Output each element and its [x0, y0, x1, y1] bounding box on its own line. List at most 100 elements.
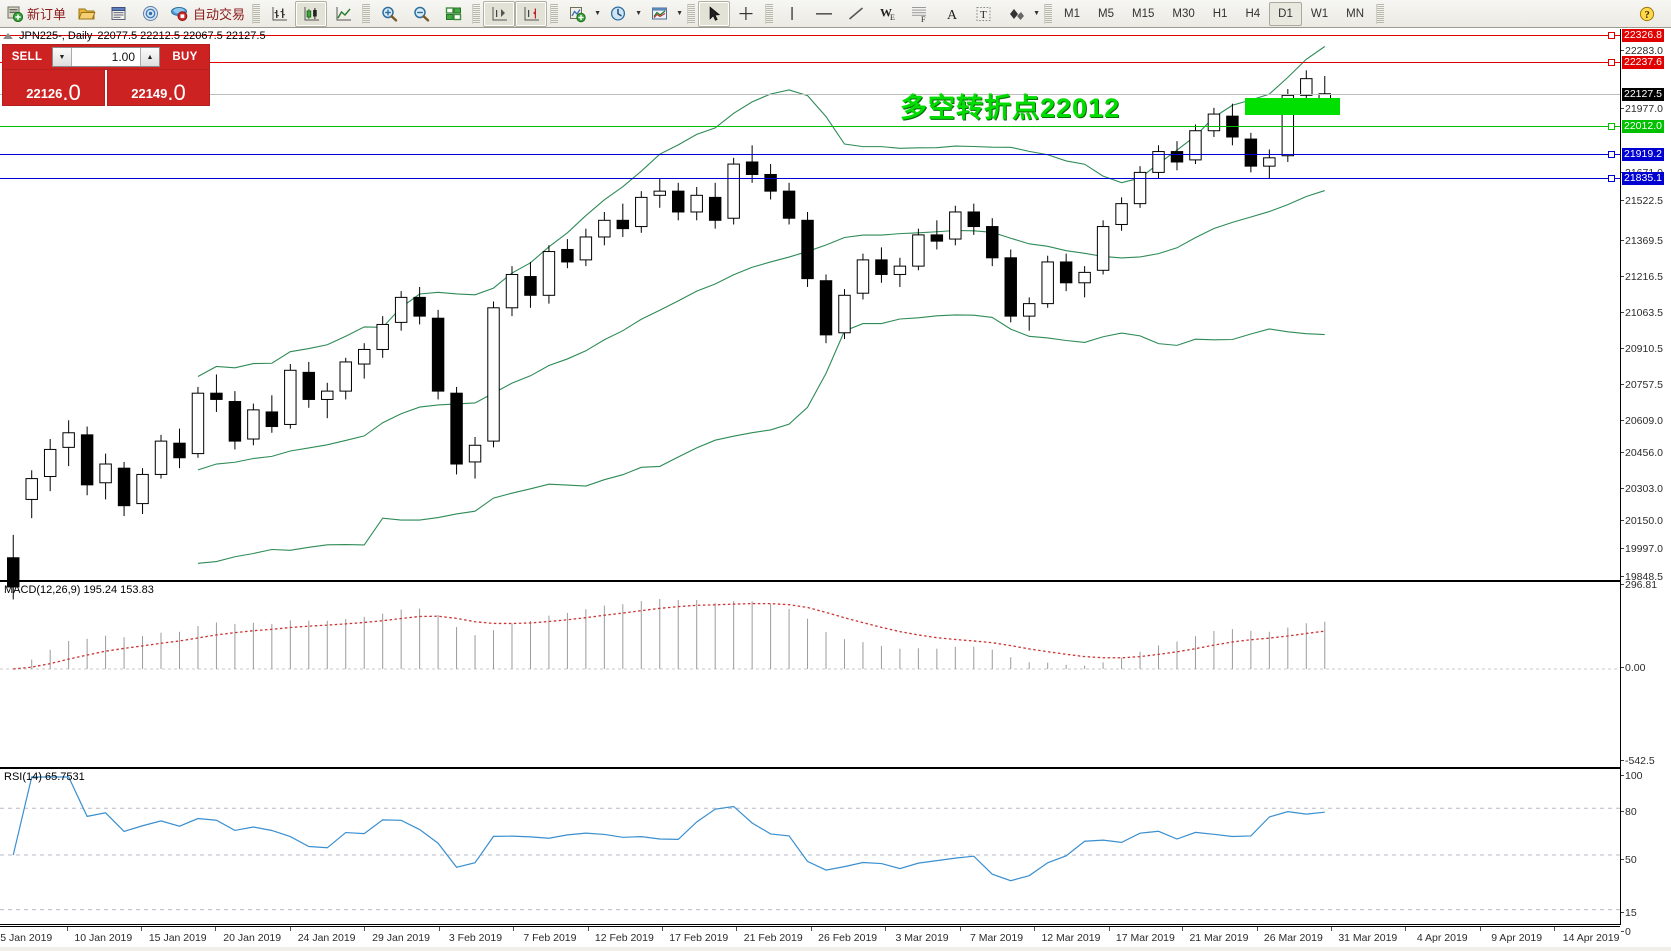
volume-decrease-button[interactable]: ▼ [53, 48, 72, 66]
line-chart-button[interactable] [327, 1, 359, 27]
price-level-handle-5[interactable] [1608, 175, 1615, 182]
cursor-button[interactable] [698, 0, 731, 27]
candlestick-chart-button[interactable] [295, 0, 328, 27]
price-level-line-3[interactable] [0, 126, 1620, 127]
sell-price[interactable]: 22126 .0 [2, 70, 105, 106]
timeframe-m1[interactable]: M1 [1064, 7, 1081, 20]
period-button[interactable] [602, 1, 634, 27]
price-tag-0[interactable]: 22326.8 [1622, 29, 1664, 42]
trendline-button[interactable] [840, 1, 872, 27]
text-button[interactable]: A [936, 1, 968, 27]
help-button[interactable]: ? [1631, 1, 1663, 27]
timeframe-mn[interactable]: MN [1346, 7, 1364, 20]
timeframe-m5[interactable]: M5 [1098, 7, 1114, 20]
price-tag-5[interactable]: 21835.1 [1622, 172, 1664, 185]
zoom-out-button[interactable] [405, 1, 437, 27]
candle-body [782, 190, 796, 219]
candle-body [191, 392, 205, 455]
collapse-triangle-icon[interactable] [3, 32, 13, 39]
rsi-pane[interactable]: RSI(14) 65.7531 [0, 768, 1620, 925]
date-axis-label-4: 24 Jan 2019 [297, 932, 356, 944]
sell-button[interactable]: SELL [11, 51, 43, 63]
macd-pane[interactable]: MACD(12,26,9) 195.24 153.83 [0, 581, 1620, 768]
volume-value[interactable]: 1.00 [111, 50, 135, 64]
volume-increase-button[interactable]: ▲ [140, 48, 159, 66]
price-level-line-4[interactable] [0, 154, 1620, 155]
folder-button[interactable] [70, 1, 102, 27]
candle-body [1300, 78, 1313, 96]
zoom-in-button[interactable] [373, 1, 405, 27]
axis-tick-mark [1621, 931, 1624, 932]
candle-body [25, 478, 38, 500]
candle-body [228, 401, 242, 442]
price-level-line-1[interactable] [0, 62, 1620, 63]
timeframe-w1[interactable]: W1 [1310, 7, 1329, 20]
price-tag-1[interactable]: 22237.6 [1622, 56, 1664, 69]
candle-body [1096, 226, 1110, 271]
chart-annotation-text[interactable]: 多空转折点22012 [900, 93, 1121, 123]
date-axis-label-0: 5 Jan 2019 [0, 932, 53, 944]
candle-body [1041, 261, 1054, 305]
buy-price[interactable]: 22149 .0 [107, 70, 210, 106]
chart-shift-button[interactable] [483, 0, 516, 27]
date-axis-gridline [736, 927, 738, 931]
price-level-handle-3[interactable] [1608, 123, 1615, 130]
price-tag-4[interactable]: 21919.2 [1622, 148, 1664, 161]
date-axis[interactable]: 5 Jan 2019 10 Jan 2019 15 Jan 2019 20 Jan 2… [0, 926, 1620, 951]
price-axis[interactable]: 22283.021977.021671.021522.521369.521216… [1620, 29, 1671, 938]
price-pane[interactable] [0, 29, 1620, 600]
one-click-trading-panel[interactable]: SELL ▼ 1.00 ▲ BUY 22126 .0 22149 .0 [2, 44, 210, 106]
buy-price-integer: 22149 [131, 86, 168, 101]
indicators-button[interactable] [561, 1, 593, 27]
templates-dropdown-arrow[interactable]: ▼ [676, 10, 683, 17]
navigator-button[interactable] [134, 1, 166, 27]
axis-tick-mark [1621, 420, 1624, 421]
timeframe-m15[interactable]: M15 [1132, 7, 1155, 20]
candle-body [247, 409, 260, 440]
price-level-handle-1[interactable] [1608, 59, 1615, 66]
date-axis-gridline [885, 927, 887, 931]
volume-stepper[interactable]: ▼ 1.00 ▲ [52, 47, 160, 67]
fibonacci-button[interactable]: F [904, 1, 936, 27]
price-level-line-2[interactable] [0, 94, 1620, 95]
svg-text:F: F [921, 15, 926, 23]
timeframe-d1[interactable]: D1 [1269, 1, 1302, 26]
date-axis-gridline [66, 927, 68, 931]
annotation-green-rectangle[interactable] [1245, 98, 1340, 115]
data-window-button[interactable] [102, 1, 134, 27]
vertical-line-button[interactable] [776, 1, 808, 27]
templates-button[interactable] [643, 1, 675, 27]
auto-scroll-button[interactable] [515, 0, 548, 27]
price-tag-2[interactable]: 22127.5 [1622, 88, 1664, 101]
candle-body [653, 190, 666, 196]
tile-windows-button[interactable] [437, 1, 469, 27]
timeframe-m30[interactable]: M30 [1172, 7, 1195, 20]
shapes-button[interactable] [1000, 1, 1032, 27]
price-tag-3[interactable]: 22012.0 [1622, 120, 1664, 133]
buy-button[interactable]: BUY [172, 51, 198, 63]
price-level-line-0[interactable] [0, 35, 1620, 36]
date-axis-label-11: 26 Feb 2019 [818, 932, 878, 944]
timeframe-h1[interactable]: H1 [1212, 7, 1228, 20]
new-order-button[interactable]: 新订单 [2, 1, 70, 27]
elliott-wave-button[interactable]: W E [872, 1, 904, 27]
price-level-line-5[interactable] [0, 178, 1620, 179]
date-axis-label-8: 12 Feb 2019 [594, 932, 654, 944]
price-level-handle-0[interactable] [1608, 32, 1615, 39]
bar-chart-button[interactable] [263, 1, 295, 27]
crosshair-button[interactable] [730, 1, 762, 27]
indicators-dropdown-arrow[interactable]: ▼ [594, 10, 601, 17]
candle-body [394, 296, 408, 323]
price-level-handle-4[interactable] [1608, 151, 1615, 158]
candle-body [376, 323, 389, 350]
autotrade-button[interactable]: 自动交易 [166, 1, 249, 27]
axis-tick-label: 20150.0 [1625, 515, 1663, 527]
shapes-dropdown-arrow[interactable]: ▼ [1033, 10, 1040, 17]
period-dropdown-arrow[interactable]: ▼ [635, 10, 642, 17]
horizontal-line-button[interactable] [808, 1, 840, 27]
date-axis-gridline [1479, 927, 1481, 931]
text-label-button[interactable]: T [968, 1, 1000, 27]
timeframe-h4[interactable]: H4 [1245, 7, 1261, 20]
date-axis-label-10: 21 Feb 2019 [743, 932, 803, 944]
axis-tick-label: 20303.0 [1625, 483, 1663, 495]
